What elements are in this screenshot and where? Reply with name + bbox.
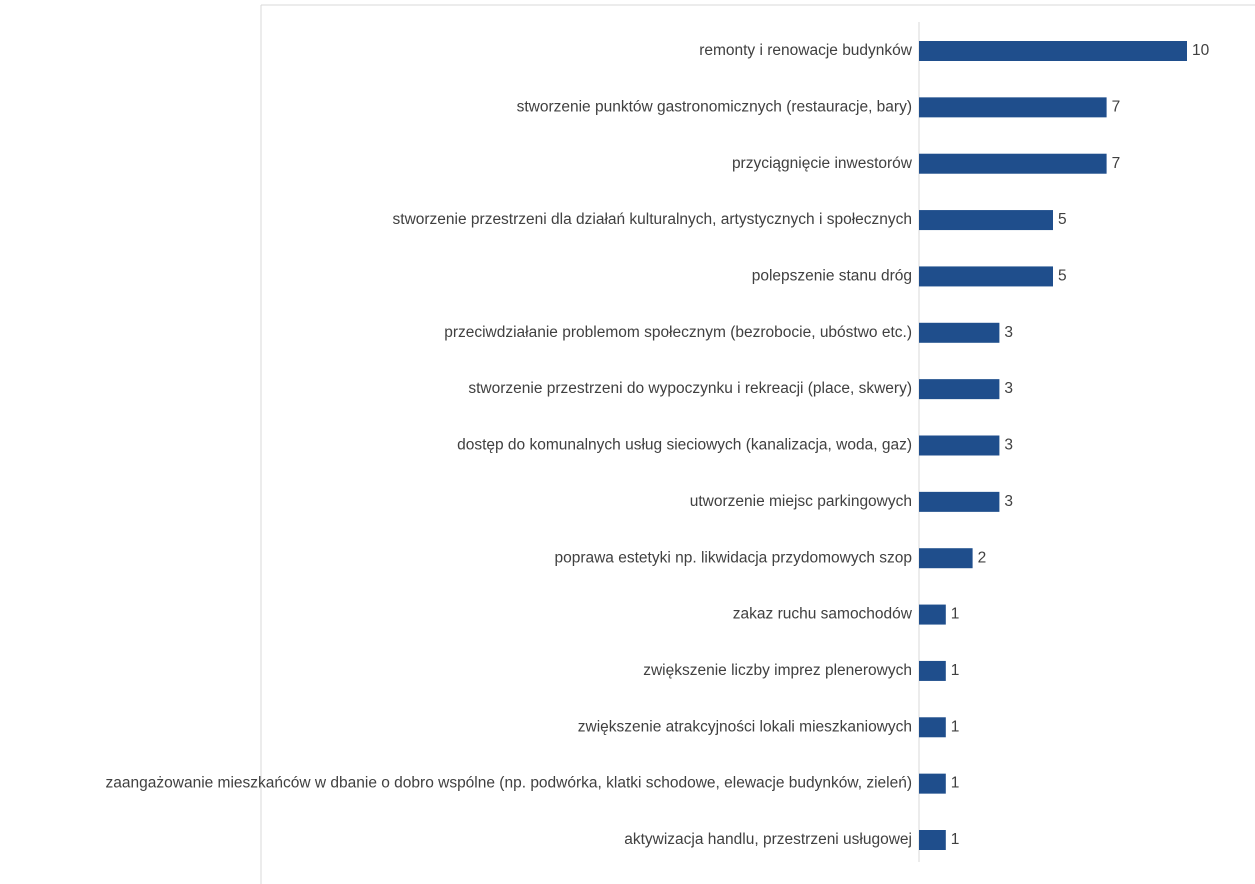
value-label: 10 bbox=[1192, 42, 1210, 59]
bar bbox=[919, 210, 1053, 231]
value-label: 1 bbox=[951, 831, 960, 848]
value-label: 1 bbox=[951, 606, 960, 623]
value-label: 7 bbox=[1112, 155, 1121, 172]
bar bbox=[919, 830, 946, 850]
value-label: 5 bbox=[1058, 268, 1067, 285]
category-label: stworzenie przestrzeni dla działań kultu… bbox=[393, 211, 912, 228]
bar bbox=[919, 660, 946, 681]
value-label: 1 bbox=[951, 662, 960, 679]
category-label: zwiększenie atrakcyjności lokali mieszka… bbox=[578, 718, 912, 735]
value-label: 1 bbox=[951, 775, 960, 792]
bar bbox=[919, 97, 1107, 118]
value-label: 2 bbox=[978, 549, 987, 566]
bar bbox=[919, 266, 1053, 287]
category-label: aktywizacja handlu, przestrzeni usługowe… bbox=[624, 831, 912, 848]
bar bbox=[919, 548, 973, 569]
category-label: utworzenie miejsc parkingowych bbox=[690, 493, 912, 510]
bar bbox=[919, 773, 946, 794]
bar bbox=[919, 717, 946, 738]
category-label: stworzenie przestrzeni do wypoczynku i r… bbox=[468, 380, 912, 397]
value-label: 3 bbox=[1004, 324, 1013, 341]
value-label: 1 bbox=[951, 718, 960, 735]
category-label: zaangażowanie mieszkańców w dbanie o dob… bbox=[106, 775, 912, 792]
value-label: 3 bbox=[1004, 437, 1013, 454]
value-label: 7 bbox=[1112, 98, 1121, 115]
category-label: zakaz ruchu samochodów bbox=[733, 606, 913, 623]
bar bbox=[919, 41, 1187, 61]
bar bbox=[919, 491, 1000, 512]
value-label: 3 bbox=[1004, 493, 1013, 510]
category-label: przyciągnięcie inwestorów bbox=[732, 155, 913, 172]
bar bbox=[919, 604, 946, 625]
bar bbox=[919, 153, 1107, 174]
value-label: 5 bbox=[1058, 211, 1067, 228]
category-label: remonty i renowacje budynków bbox=[699, 42, 913, 59]
category-label: polepszenie stanu dróg bbox=[752, 268, 912, 285]
bar bbox=[919, 322, 1000, 343]
value-label: 3 bbox=[1004, 380, 1013, 397]
category-label: dostęp do komunalnych usług sieciowych (… bbox=[457, 437, 912, 454]
category-label: stworzenie punktów gastronomicznych (res… bbox=[517, 98, 912, 115]
category-label: poprawa estetyki np. likwidacja przydomo… bbox=[554, 549, 912, 566]
bar bbox=[919, 379, 1000, 400]
bar bbox=[919, 435, 1000, 456]
category-label: przeciwdziałanie problemom społecznym (b… bbox=[444, 324, 912, 341]
category-label: zwiększenie liczby imprez plenerowych bbox=[643, 662, 912, 679]
